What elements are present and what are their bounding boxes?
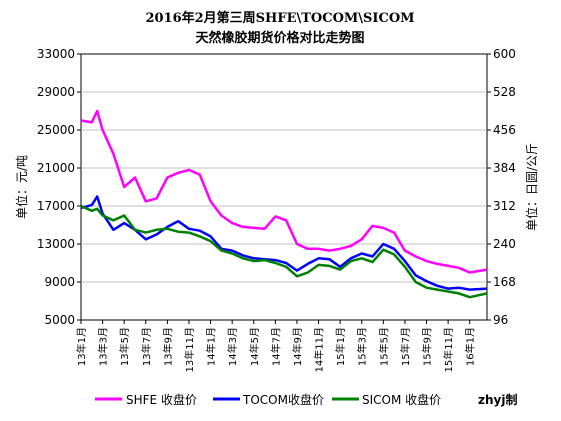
series-line-shfe <box>80 109 488 274</box>
x-tick-label: 16年1月 <box>464 327 477 366</box>
x-tick-label: 15年3月 <box>356 327 369 366</box>
series-lines <box>80 109 488 299</box>
x-tick-label: 14年1月 <box>205 327 218 366</box>
plot-area <box>80 53 488 321</box>
legend-label-shfe: SHFE 收盘价 <box>126 392 197 407</box>
x-tick-label: 14年7月 <box>269 327 282 366</box>
x-tick-label: 13年5月 <box>118 327 131 366</box>
x-tick-label: 13年1月 <box>75 327 88 366</box>
right-axis-ticks: 96 168 240 312 384 456 528 600 <box>487 47 516 327</box>
x-tick-label: 13年7月 <box>140 327 153 366</box>
x-axis-ticks: 13年1月 13年3月 13年5月 13年7月 13年9月 13年11月 14年1月 14年3… <box>75 320 477 372</box>
x-tick-label: 14年5月 <box>248 327 261 366</box>
x-tick-label: 14年9月 <box>291 327 304 366</box>
chart-subtitle: 天然橡胶期货价格对比走势图 <box>195 30 364 46</box>
left-tick-label: 33000 <box>37 47 75 61</box>
left-tick-label: 25000 <box>37 123 75 137</box>
left-axis-ticks: 5000 9000 13000 17000 21000 25000 29000 33000 <box>37 47 81 327</box>
left-tick-label: 9000 <box>44 275 75 289</box>
left-tick-label: 17000 <box>37 199 75 213</box>
series-line-sicom <box>80 204 488 299</box>
legend-label-sicom: SICOM 收盘价 <box>362 392 441 407</box>
legend: SHFE 收盘价 TOCOM收盘价 SICOM 收盘价 zhyj制 <box>95 392 517 407</box>
chart-title: 2016年2月第三周SHFE\TOCOM\SICOM <box>145 10 414 26</box>
left-axis-label: 单位：元/吨 <box>14 155 29 219</box>
left-tick-label: 13000 <box>37 237 75 251</box>
right-tick-label: 96 <box>493 313 508 327</box>
right-tick-label: 528 <box>493 85 516 99</box>
left-tick-label: 5000 <box>44 313 75 327</box>
x-tick-label: 14年11月 <box>313 327 326 372</box>
right-tick-label: 240 <box>493 237 516 251</box>
left-tick-label: 29000 <box>37 85 75 99</box>
x-tick-label: 13年9月 <box>161 327 174 366</box>
right-tick-label: 384 <box>493 161 516 175</box>
x-tick-label: 15年5月 <box>377 327 390 366</box>
credit-label: zhyj制 <box>478 392 517 407</box>
gridlines <box>81 91 487 283</box>
right-tick-label: 312 <box>493 199 516 213</box>
left-tick-label: 21000 <box>37 161 75 175</box>
right-axis-label: 单位：日圆/公斤 <box>524 143 539 231</box>
x-tick-label: 15年11月 <box>442 327 455 372</box>
x-tick-label: 13年11月 <box>183 327 196 372</box>
x-tick-label: 14年3月 <box>226 327 239 366</box>
x-tick-label: 15年1月 <box>334 327 347 366</box>
right-tick-label: 600 <box>493 47 516 61</box>
right-tick-label: 168 <box>493 275 516 289</box>
x-tick-label: 15年7月 <box>399 327 412 366</box>
x-tick-label: 15年9月 <box>421 327 434 366</box>
legend-label-tocom: TOCOM收盘价 <box>242 392 324 407</box>
right-tick-label: 456 <box>493 123 516 137</box>
x-tick-label: 13年3月 <box>97 327 110 366</box>
series-line-tocom <box>80 195 488 291</box>
